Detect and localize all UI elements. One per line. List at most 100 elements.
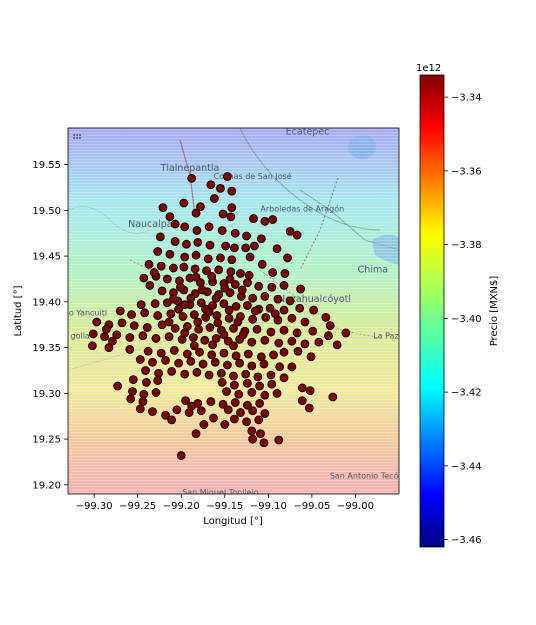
x-tick-label: −99.10 bbox=[250, 501, 287, 512]
scatter-point bbox=[151, 334, 161, 343]
y-tick-label: 19.40 bbox=[32, 297, 61, 308]
scatter-point bbox=[321, 313, 331, 322]
scatter-point bbox=[145, 280, 155, 290]
scatter-point bbox=[221, 241, 231, 251]
scatter-point bbox=[285, 296, 295, 306]
scatter-point bbox=[279, 305, 289, 315]
scatter-point bbox=[243, 349, 253, 359]
scatter-point bbox=[209, 194, 219, 203]
scatter-point bbox=[149, 268, 159, 277]
scatter-point bbox=[296, 284, 305, 294]
x-tick-label: −99.20 bbox=[163, 501, 200, 512]
scatter-point bbox=[193, 317, 203, 327]
scatter-point bbox=[267, 282, 277, 292]
plot-frame bbox=[67, 127, 400, 495]
scatter-point bbox=[127, 310, 136, 320]
scatter-point bbox=[253, 372, 263, 382]
scatter-point bbox=[274, 338, 284, 348]
scatter-point bbox=[268, 215, 278, 224]
scatter-point bbox=[204, 307, 214, 317]
scatter-point bbox=[170, 323, 180, 333]
scatter-point bbox=[175, 282, 185, 292]
y-tick-label: 19.35 bbox=[32, 343, 61, 354]
scatter-point bbox=[208, 340, 217, 350]
scatter-point bbox=[328, 392, 338, 402]
scatter-point bbox=[341, 328, 351, 338]
x-tick-label: −99.05 bbox=[293, 501, 330, 512]
scatter-point bbox=[136, 300, 146, 309]
scatter-point bbox=[255, 399, 265, 408]
scatter-point bbox=[141, 377, 151, 387]
scatter-point bbox=[213, 318, 223, 328]
scatter-point bbox=[227, 203, 237, 213]
y-tick-label: 19.50 bbox=[32, 206, 61, 217]
scatter-point bbox=[88, 329, 98, 339]
scatter-point bbox=[126, 394, 136, 404]
scatter-point bbox=[304, 403, 314, 413]
scatter-point bbox=[180, 252, 190, 262]
scatter-point bbox=[117, 318, 127, 328]
x-axis-ticks: −99.30 −99.25 −99.20 −99.15 −99.10 −99.05 −99.… bbox=[76, 494, 374, 512]
scatter-point bbox=[275, 362, 285, 372]
scatter-point bbox=[243, 278, 252, 288]
map-place-label: Colinas de San José bbox=[214, 171, 292, 181]
scatter-point bbox=[233, 317, 243, 327]
scatter-point bbox=[217, 226, 227, 235]
scatter-point bbox=[186, 356, 196, 366]
scatter-point bbox=[167, 366, 177, 376]
scatter-point bbox=[182, 349, 192, 359]
scatter-point bbox=[242, 417, 251, 427]
scatter-point bbox=[128, 387, 137, 396]
scatter-point bbox=[332, 340, 342, 350]
scatter-point bbox=[283, 253, 292, 263]
scatter-point bbox=[210, 357, 220, 367]
scatter-point bbox=[156, 348, 166, 358]
colorbar-tick-label: −3.38 bbox=[451, 240, 482, 251]
map-place-label: Ecatepec bbox=[286, 126, 330, 137]
scatter-point bbox=[287, 313, 297, 323]
scatter-point bbox=[174, 358, 184, 368]
scatter-point bbox=[203, 254, 213, 264]
scatter-point bbox=[269, 350, 278, 360]
y-tick-label: 19.45 bbox=[32, 252, 61, 263]
scatter-point bbox=[279, 325, 289, 335]
scatter-point bbox=[157, 286, 167, 296]
scatter-point bbox=[257, 259, 267, 269]
scatter-point bbox=[178, 312, 188, 321]
scatter-point bbox=[192, 367, 202, 377]
scatter-point bbox=[229, 243, 239, 253]
scatter-point bbox=[139, 389, 149, 399]
scatter-point bbox=[223, 172, 232, 181]
x-axis-label: Longitud [°] bbox=[203, 516, 263, 527]
y-tick-label: 19.30 bbox=[32, 389, 61, 400]
scatter-point bbox=[229, 323, 238, 333]
scatter-point bbox=[241, 369, 251, 379]
scatter-point bbox=[260, 291, 270, 301]
scatter-point bbox=[256, 234, 266, 244]
scatter-point bbox=[207, 271, 217, 281]
scatter-point bbox=[154, 368, 163, 378]
scatter-point bbox=[135, 404, 145, 414]
scatter-point bbox=[206, 180, 216, 190]
scatter-point bbox=[139, 273, 149, 283]
scatter-point bbox=[259, 438, 269, 448]
scatter-point bbox=[189, 341, 199, 351]
scatter-point bbox=[141, 366, 150, 375]
map-place-label: Arboledas de Aragón bbox=[260, 203, 344, 213]
scatter-point bbox=[176, 451, 186, 460]
scatter-point bbox=[224, 305, 234, 315]
map-place-label: go Yancuitl bbox=[64, 309, 107, 318]
scatter-point bbox=[245, 252, 255, 262]
scatter-point bbox=[174, 304, 184, 314]
scatter-point bbox=[181, 396, 190, 406]
scatter-point bbox=[190, 264, 200, 274]
scatter-point bbox=[214, 265, 224, 275]
scatter-point bbox=[230, 280, 240, 289]
y-tick-label: 19.25 bbox=[32, 435, 61, 446]
scatter-point bbox=[153, 376, 163, 385]
y-axis-label: Latitud [°] bbox=[13, 285, 24, 336]
scatter-point bbox=[197, 285, 207, 295]
colorbar-tick-label: −3.40 bbox=[451, 314, 482, 325]
y-tick-label: 19.20 bbox=[32, 480, 61, 491]
